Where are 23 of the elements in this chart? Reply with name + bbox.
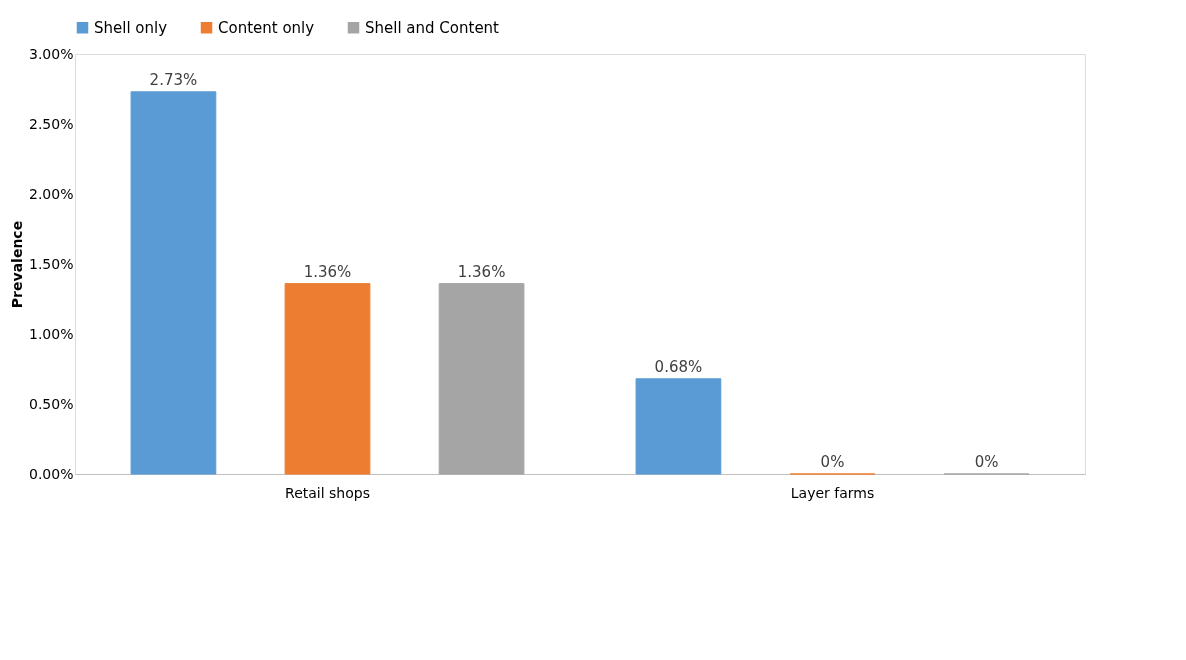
legend-label: Content only <box>218 18 315 37</box>
y-tick-label: 2.00% <box>29 185 74 202</box>
legend-label: Shell and Content <box>365 18 500 37</box>
bar <box>635 378 722 475</box>
data-label: 2.73% <box>149 70 198 89</box>
x-tick-label: Layer farms <box>790 484 875 501</box>
y-tick-label: 3.00% <box>29 45 74 62</box>
y-tick-label: 2.50% <box>29 115 74 132</box>
y-tick-label: 1.00% <box>29 325 74 342</box>
data-label: 0.68% <box>654 357 703 376</box>
bar <box>438 283 525 475</box>
y-tick-label: 1.50% <box>29 255 74 272</box>
bar <box>130 91 217 475</box>
y-tick-label: 0.50% <box>29 395 74 412</box>
y-axis-title: Prevalence <box>9 220 26 309</box>
data-label: 0% <box>820 453 845 471</box>
x-tick-label: Retail shops <box>285 484 370 501</box>
data-label: 1.36% <box>457 262 506 281</box>
data-label: 1.36% <box>303 262 352 281</box>
data-label: 0% <box>974 453 999 471</box>
legend-label: Shell only <box>94 18 168 37</box>
bar <box>284 283 371 475</box>
y-tick-label: 0.00% <box>29 465 74 482</box>
